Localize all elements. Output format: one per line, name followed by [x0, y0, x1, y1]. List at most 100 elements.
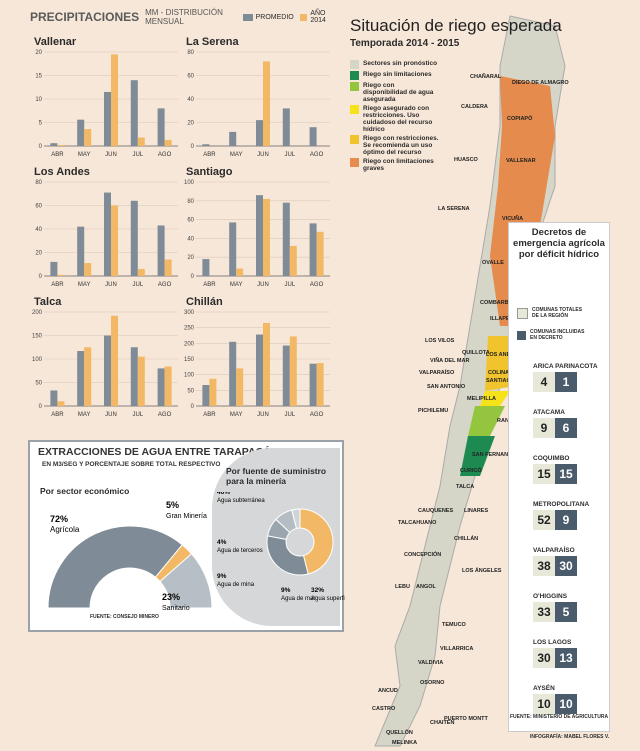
- y-tick-label: 60: [187, 218, 194, 224]
- x-tick-label: MAY: [230, 152, 243, 158]
- map-credit: INFOGRAFÍA: MABEL FLORES V.: [530, 734, 610, 740]
- city-label: LA SERENA: [438, 206, 470, 212]
- bar-promedio: [229, 131, 237, 146]
- bar-promedio: [77, 226, 85, 276]
- bar-promedio: [202, 144, 210, 146]
- y-tick-label: 20: [35, 251, 42, 257]
- y-tick-label: 0: [191, 144, 195, 150]
- precip-chart: Chillán 0 50 100 150 200 250 300 ABR MAY JUN JUL AGO: [182, 296, 334, 426]
- bar-promedio: [50, 261, 58, 276]
- chart-title: Talca: [34, 296, 62, 308]
- city-label: VILLARRICA: [440, 646, 474, 652]
- x-tick-label: AGO: [158, 412, 172, 418]
- x-tick-label: JUL: [132, 412, 143, 418]
- bar-promedio: [309, 223, 317, 276]
- city-label: OSORNO: [420, 680, 445, 686]
- precip-chart: Santiago 0 20 40 60 80 100 ABR MAY JUN JUL AGO: [182, 166, 334, 296]
- city-label: COPIAPÓ: [507, 116, 533, 122]
- bar-anio: [236, 368, 244, 406]
- bar-promedio: [77, 119, 85, 146]
- zone-sin-limitaciones: [460, 436, 495, 476]
- x-tick-label: MAY: [230, 282, 243, 288]
- city-label: SAN FERNANDO: [472, 452, 517, 458]
- y-tick-label: 60: [35, 204, 42, 210]
- city-label: ANCUD: [378, 688, 398, 694]
- x-tick-label: MAY: [78, 412, 91, 418]
- region-name: COQUIMBO: [533, 455, 570, 462]
- x-tick-label: ABR: [203, 282, 216, 288]
- fuente-label: Agua de mina: [217, 582, 255, 588]
- bar-chart-svg: 0 50 100 150 200 250 300 ABR MAY JUN JUL AGO: [184, 310, 330, 418]
- x-tick-label: JUN: [257, 282, 269, 288]
- bar-anio: [209, 378, 217, 406]
- y-tick-label: 150: [32, 334, 43, 340]
- x-tick-label: JUL: [284, 412, 295, 418]
- x-tick-label: MAY: [78, 282, 91, 288]
- bar-anio: [84, 129, 92, 146]
- bar-promedio: [256, 334, 263, 406]
- extracciones-panel: EXTRACCIONES DE AGUA ENTRE TARAPACÁ Y O'…: [28, 440, 345, 632]
- bar-anio: [84, 347, 92, 406]
- bar-anio: [263, 61, 270, 146]
- bar-anio: [111, 315, 118, 406]
- fuente-label: 32%: [311, 587, 324, 594]
- x-tick-label: JUN: [105, 412, 117, 418]
- bar-promedio: [202, 259, 210, 276]
- city-label: PUERTO MONTT: [444, 716, 488, 722]
- sector-chart: 72%Agrícola 5% Gran Minería 23% Sanitario: [47, 500, 213, 612]
- city-label: CONCEPCIÓN: [404, 552, 442, 558]
- y-tick-label: 20: [187, 255, 194, 261]
- x-tick-label: JUL: [132, 282, 143, 288]
- bar-promedio: [50, 143, 58, 146]
- y-tick-label: 80: [187, 50, 194, 56]
- fuente-label: 4%: [217, 539, 227, 546]
- bar-promedio: [77, 351, 85, 406]
- y-tick-label: 80: [35, 180, 42, 186]
- fuente-slice: [291, 508, 301, 530]
- bar-anio: [111, 54, 118, 146]
- precip-header: PRECIPITACIONES MM - DISTRIBUCIÓN MENSUA…: [30, 6, 335, 28]
- precip-chart: La Serena 0 20 40 60 80 ABR MAY JUN JUL AGO: [182, 36, 334, 166]
- y-tick-label: 40: [187, 97, 194, 103]
- x-tick-label: AGO: [310, 412, 324, 418]
- region-included: 5: [555, 602, 577, 622]
- bar-promedio: [104, 91, 111, 146]
- decreto-region: ARICA PARINACOTA 4 1: [533, 363, 599, 392]
- y-tick-label: 60: [187, 74, 194, 80]
- sector-title: Por sector económico: [40, 486, 130, 496]
- map-legend-item: Riego con limitaciones graves: [350, 158, 440, 172]
- city-label: VICUÑA: [502, 216, 524, 222]
- region-total: 38: [533, 556, 555, 576]
- bar-promedio: [50, 390, 58, 406]
- region-name: ARICA PARINACOTA: [533, 363, 598, 370]
- decreto-region: COQUIMBO 15 15: [533, 455, 599, 484]
- bar-promedio: [157, 368, 165, 406]
- y-tick-label: 300: [184, 310, 195, 316]
- fuente-label: Agua de terceros: [217, 548, 263, 554]
- x-tick-label: JUN: [257, 152, 269, 158]
- fuente-slice: [266, 535, 309, 576]
- slice-label: 72%: [50, 514, 68, 524]
- city-label: PICHILEMU: [418, 408, 449, 414]
- region-included: 6: [555, 418, 577, 438]
- bar-anio: [137, 137, 145, 146]
- map-title: Situación de riego esperada: [350, 16, 562, 35]
- chart-title: Vallenar: [34, 36, 77, 48]
- chart-title: La Serena: [186, 36, 239, 48]
- slice-label: 5%: [166, 500, 179, 510]
- fuente-label: 9%: [281, 587, 291, 594]
- decreto-region: VALPARAÍSO 38 30: [533, 547, 599, 576]
- x-tick-label: MAY: [78, 152, 91, 158]
- bar-anio: [289, 245, 297, 276]
- city-label: TALCAHUANO: [398, 520, 437, 526]
- city-label: CHILLÁN: [454, 536, 479, 542]
- y-tick-label: 40: [35, 227, 42, 233]
- extr-source: FUENTE: CONSEJO MINERO: [90, 614, 159, 620]
- bar-anio: [57, 145, 65, 146]
- map-legend-item: Sectores sin pronóstico: [350, 60, 440, 69]
- y-tick-label: 0: [191, 404, 195, 410]
- y-tick-label: 50: [35, 381, 42, 387]
- city-label: SAN ANTONIO: [427, 384, 466, 390]
- fuente-label: Agua de mar: [281, 596, 315, 602]
- decreto-region: O'HIGGINS 33 5: [533, 593, 599, 622]
